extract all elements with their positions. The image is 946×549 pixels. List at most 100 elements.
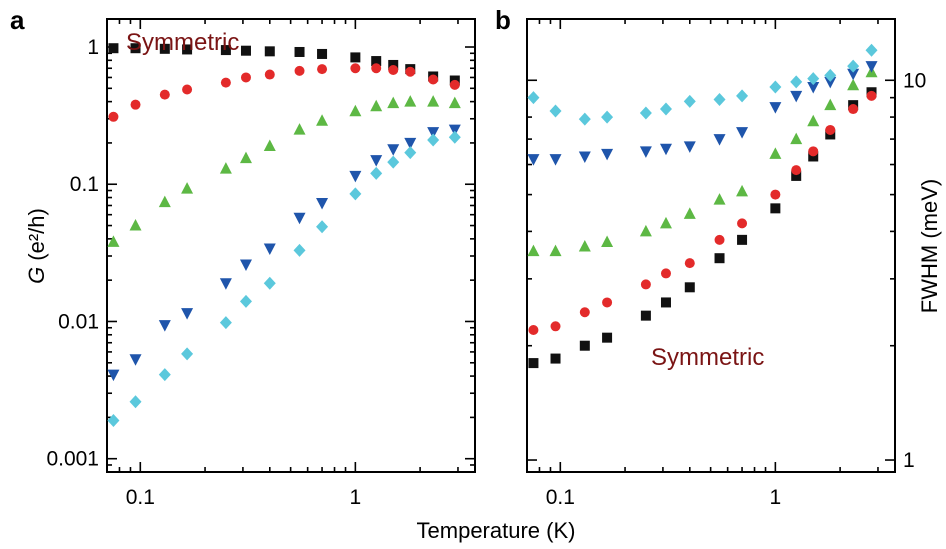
panel-a-annotation: Symmetric (126, 29, 239, 56)
data-point-triangle-up (578, 239, 591, 252)
panel-b-ticks: 0.1 1 10 1 (526, 19, 926, 509)
data-point-circle (848, 104, 859, 115)
data-point-diamond (847, 59, 860, 73)
data-point-circle (866, 90, 877, 101)
data-point-triangle-down (404, 137, 417, 150)
data-point-triangle-down (293, 212, 306, 225)
data-point-triangle-down (865, 61, 878, 73)
data-point-diamond (239, 294, 252, 308)
data-point-triangle-up (448, 96, 461, 109)
data-point-square (737, 234, 748, 245)
y-tick-label: 1 (87, 36, 99, 59)
data-point-triangle-up (219, 162, 232, 174)
data-point-square (602, 332, 613, 343)
data-point-triangle-down (769, 102, 782, 114)
y-tick-label: 0.001 (46, 448, 99, 471)
data-point-circle (825, 124, 836, 135)
data-point-triangle-up (129, 219, 142, 231)
panel-b: b 0.1 1 10 1 Symmetric FWHM (meV) (495, 5, 942, 509)
data-point-triangle-down (736, 127, 749, 139)
data-point-circle (791, 165, 802, 176)
data-point-triangle-down (549, 154, 562, 166)
data-point-triangle-up (683, 207, 696, 219)
data-point-circle (130, 99, 141, 110)
data-point-triangle-down (601, 148, 614, 161)
data-point-square (550, 353, 561, 364)
data-point-diamond (427, 133, 440, 147)
data-point-circle (220, 77, 231, 88)
data-point-square (791, 170, 802, 181)
data-point-square (159, 43, 170, 54)
data-point-square (220, 45, 231, 56)
data-point-square (684, 282, 695, 293)
data-point-square (240, 45, 251, 56)
data-point-circle (660, 268, 671, 279)
data-point-diamond (448, 130, 461, 144)
y-tick-label: 0.1 (70, 173, 99, 196)
data-point-triangle-down (107, 369, 120, 382)
data-point-triangle-down (370, 155, 383, 167)
data-point-triangle-down (683, 141, 696, 153)
data-point-triangle-up (404, 95, 417, 107)
data-point-diamond (639, 106, 652, 120)
data-point-diamond (387, 155, 400, 169)
data-point-square (350, 52, 361, 63)
data-point-diamond (293, 243, 306, 257)
data-point-diamond (370, 166, 383, 180)
data-point-diamond (807, 72, 820, 86)
data-point-diamond (865, 43, 878, 57)
x-tick-label: 1 (350, 486, 362, 509)
data-point-square (579, 340, 590, 351)
data-point-circle (737, 218, 748, 229)
data-point-triangle-down (349, 170, 362, 183)
panel-a-ticks: 0.1 1 1 0.1 0.01 0.001 (46, 19, 475, 509)
data-point-triangle-down (527, 154, 540, 166)
data-point-triangle-up (349, 104, 362, 117)
data-point-diamond (790, 75, 803, 89)
panel-a-letter: a (10, 5, 25, 35)
data-point-circle (317, 64, 328, 75)
data-point-square (640, 310, 651, 321)
x-tick-label: 1 (770, 486, 782, 509)
data-point-square (714, 253, 725, 264)
data-point-triangle-down (824, 76, 837, 89)
data-point-diamond (349, 187, 362, 201)
data-point-triangle-down (219, 278, 232, 290)
data-point-triangle-up (370, 99, 383, 112)
data-point-triangle-up (601, 235, 614, 248)
data-point-diamond (713, 92, 726, 106)
data-point-triangle-down (713, 134, 726, 146)
data-point-triangle-down (316, 197, 329, 210)
data-point-triangle-up (639, 224, 652, 237)
data-point-triangle-up (659, 216, 672, 229)
data-point-circle (264, 69, 275, 80)
data-point-circle (405, 66, 416, 77)
data-point-diamond (736, 89, 749, 103)
data-point-triangle-up (239, 151, 252, 164)
data-point-triangle-up (790, 132, 803, 145)
data-point-square (388, 59, 399, 70)
data-point-triangle-up (769, 147, 782, 159)
panel-a-ylabel-symbol: G (24, 267, 49, 284)
data-point-circle (528, 324, 539, 335)
data-point-triangle-down (807, 82, 820, 94)
data-point-circle (428, 74, 439, 85)
data-point-circle (808, 146, 819, 157)
panel-a-ylabel: G (e²/h) (24, 208, 49, 284)
data-point-circle (371, 63, 382, 74)
data-point-triangle-down (263, 243, 276, 256)
data-point-circle (240, 72, 251, 83)
data-point-diamond (601, 110, 614, 124)
data-point-triangle-up (736, 184, 749, 197)
panel-b-annotation: Symmetric (651, 344, 764, 371)
data-point-circle (770, 189, 781, 200)
data-point-triangle-up (847, 78, 860, 91)
data-point-diamond (683, 94, 696, 108)
data-point-triangle-down (158, 320, 171, 332)
data-point-square (770, 203, 781, 214)
data-point-circle (108, 111, 119, 122)
data-point-square (108, 43, 119, 54)
data-point-triangle-up (824, 98, 837, 111)
data-point-diamond (527, 91, 540, 105)
data-point-circle (640, 279, 651, 290)
